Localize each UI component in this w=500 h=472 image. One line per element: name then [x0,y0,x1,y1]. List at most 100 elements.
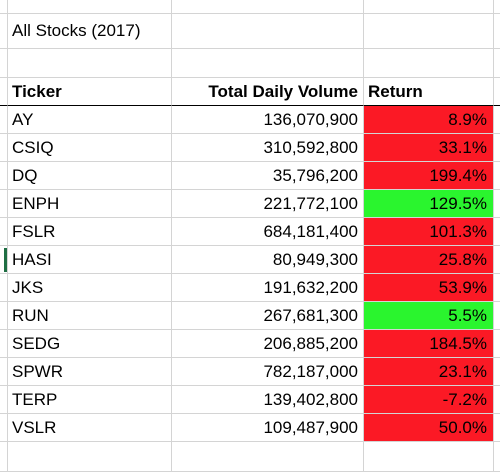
cell[interactable] [494,14,500,49]
cell[interactable] [8,0,172,14]
volume-cell[interactable]: 139,402,800 [172,386,364,414]
row-selection-indicator [4,248,7,272]
cell[interactable] [494,442,500,472]
cell[interactable] [0,386,8,414]
return-cell[interactable]: 199.4% [364,162,494,190]
ticker-cell[interactable]: FSLR [8,218,172,246]
volume-cell[interactable]: 191,632,200 [172,274,364,302]
cell[interactable] [494,414,500,442]
volume-cell[interactable]: 267,681,300 [172,302,364,330]
cell[interactable] [0,414,8,442]
cell[interactable] [494,330,500,358]
return-cell[interactable]: 50.0% [364,414,494,442]
ticker-cell[interactable]: VSLR [8,414,172,442]
ticker-cell[interactable]: AY [8,106,172,134]
cell[interactable] [494,274,500,302]
volume-cell[interactable]: 310,592,800 [172,134,364,162]
table-row: JKS 191,632,200 53.9% [0,274,500,302]
ticker-cell[interactable]: SPWR [8,358,172,386]
cell[interactable] [172,0,364,14]
cell[interactable] [0,246,8,274]
return-cell[interactable]: -7.2% [364,386,494,414]
cell[interactable] [172,442,364,472]
volume-cell[interactable]: 782,187,000 [172,358,364,386]
return-cell[interactable]: 33.1% [364,134,494,162]
sheet-title-cell[interactable]: All Stocks (2017) [8,14,172,49]
return-cell[interactable]: 101.3% [364,218,494,246]
volume-cell[interactable]: 136,070,900 [172,106,364,134]
ticker-cell[interactable]: HASI [8,246,172,274]
cell[interactable] [494,358,500,386]
cell[interactable] [0,442,8,472]
cell[interactable] [0,274,8,302]
table-row: VSLR 109,487,900 50.0% [0,414,500,442]
cell[interactable] [0,49,8,78]
table-row: DQ 35,796,200 199.4% [0,162,500,190]
cell[interactable] [172,49,364,78]
cell[interactable] [0,218,8,246]
cell[interactable] [172,14,364,49]
ticker-cell[interactable]: SEDG [8,330,172,358]
ticker-cell[interactable]: RUN [8,302,172,330]
ticker-cell[interactable]: DQ [8,162,172,190]
sheet-title: All Stocks (2017) [12,21,141,40]
table-row: CSIQ 310,592,800 33.1% [0,134,500,162]
return-cell[interactable]: 5.5% [364,302,494,330]
cell[interactable] [494,106,500,134]
cell[interactable] [0,358,8,386]
cell[interactable] [494,162,500,190]
cell[interactable] [8,49,172,78]
volume-cell[interactable]: 35,796,200 [172,162,364,190]
return-cell[interactable]: 8.9% [364,106,494,134]
volume-cell[interactable]: 221,772,100 [172,190,364,218]
cell[interactable] [0,134,8,162]
bottom-row [0,442,500,472]
return-cell[interactable]: 184.5% [364,330,494,358]
cell[interactable] [494,218,500,246]
return-cell[interactable]: 53.9% [364,274,494,302]
volume-cell[interactable]: 206,885,200 [172,330,364,358]
cell[interactable] [494,190,500,218]
cell[interactable] [494,246,500,274]
cell[interactable] [364,442,494,472]
title-row: All Stocks (2017) [0,14,500,49]
cell[interactable] [494,134,500,162]
cell[interactable] [494,0,500,14]
cell[interactable] [0,14,8,49]
ticker-cell[interactable]: TERP [8,386,172,414]
return-cell[interactable]: 129.5% [364,190,494,218]
cell[interactable] [364,14,494,49]
ticker-cell[interactable]: JKS [8,274,172,302]
return-cell[interactable]: 23.1% [364,358,494,386]
cell[interactable] [0,190,8,218]
cell[interactable] [0,330,8,358]
empty-row [0,49,500,78]
table-row: SEDG 206,885,200 184.5% [0,330,500,358]
cell[interactable] [494,302,500,330]
volume-cell[interactable]: 684,181,400 [172,218,364,246]
ticker-cell[interactable]: CSIQ [8,134,172,162]
header-ticker[interactable]: Ticker [8,78,172,106]
cell[interactable] [0,0,8,14]
cell[interactable] [0,78,8,106]
table-row: AY 136,070,900 8.9% [0,106,500,134]
cell[interactable] [494,78,500,106]
ticker-cell[interactable]: ENPH [8,190,172,218]
cell[interactable] [0,106,8,134]
cell[interactable] [0,162,8,190]
header-return[interactable]: Return [364,78,494,106]
volume-cell[interactable]: 109,487,900 [172,414,364,442]
cell[interactable] [364,49,494,78]
cell[interactable] [494,49,500,78]
table-row: FSLR 684,181,400 101.3% [0,218,500,246]
table-row: TERP 139,402,800 -7.2% [0,386,500,414]
cell[interactable] [8,442,172,472]
return-cell[interactable]: 25.8% [364,246,494,274]
cell[interactable] [364,0,494,14]
cell[interactable] [494,386,500,414]
top-row [0,0,500,14]
volume-cell[interactable]: 80,949,300 [172,246,364,274]
header-volume[interactable]: Total Daily Volume [172,78,364,106]
cell[interactable] [0,302,8,330]
table-row: SPWR 782,187,000 23.1% [0,358,500,386]
